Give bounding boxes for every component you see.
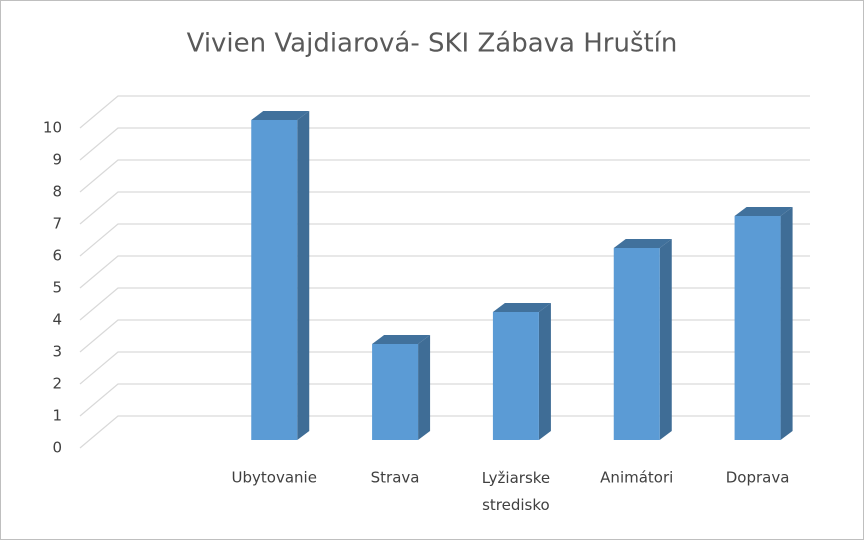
bar-side xyxy=(418,335,431,440)
grid-line xyxy=(79,415,810,449)
bar xyxy=(492,303,551,440)
y-tick-label: 8 xyxy=(52,183,62,201)
y-tick-label: 2 xyxy=(52,375,62,393)
x-tick-label: Doprava xyxy=(726,469,790,487)
bar-side xyxy=(538,303,551,440)
bar xyxy=(251,111,310,440)
x-tick-label: Animátori xyxy=(600,469,673,487)
bar-top xyxy=(372,335,431,344)
x-tick-label: Lyžiarske stredisko xyxy=(482,469,550,514)
bar-side xyxy=(659,239,672,440)
grid-line xyxy=(79,159,810,193)
grid-line xyxy=(79,191,810,225)
y-tick-label: 10 xyxy=(43,119,62,137)
bar xyxy=(734,207,793,440)
bar-front xyxy=(734,216,781,440)
grid-line xyxy=(79,383,810,417)
y-tick-label: 3 xyxy=(52,343,62,361)
y-tick-label: 1 xyxy=(52,407,62,425)
grid-line xyxy=(79,95,810,129)
y-tick-label: 7 xyxy=(52,215,62,233)
y-tick-label: 9 xyxy=(52,151,62,169)
x-tick-label: Strava xyxy=(371,469,420,487)
y-tick-label: 4 xyxy=(52,311,62,329)
chart-title: Vivien Vajdiarová- SKI Zábava Hruštín xyxy=(187,29,678,59)
bar-top xyxy=(734,207,793,216)
bar-front xyxy=(613,248,660,440)
bar-side xyxy=(297,111,310,440)
bar-top xyxy=(251,111,310,120)
grid-line xyxy=(79,287,810,321)
y-tick-label: 6 xyxy=(52,247,62,265)
grid-line xyxy=(79,127,810,161)
y-tick-label: 0 xyxy=(52,439,62,457)
bar-front xyxy=(492,312,539,440)
bar-top xyxy=(613,239,672,248)
bar-side xyxy=(780,207,793,440)
grid-line xyxy=(79,319,810,353)
bar xyxy=(372,335,431,440)
bar-top xyxy=(492,303,551,312)
grid-line xyxy=(79,351,810,385)
bar-front xyxy=(251,120,298,440)
y-tick-label: 5 xyxy=(52,279,62,297)
bar-front xyxy=(372,344,419,440)
bar xyxy=(613,239,672,440)
grid-line xyxy=(79,255,810,289)
x-tick-label: Ubytovanie xyxy=(232,469,317,487)
grid-line xyxy=(79,223,810,257)
